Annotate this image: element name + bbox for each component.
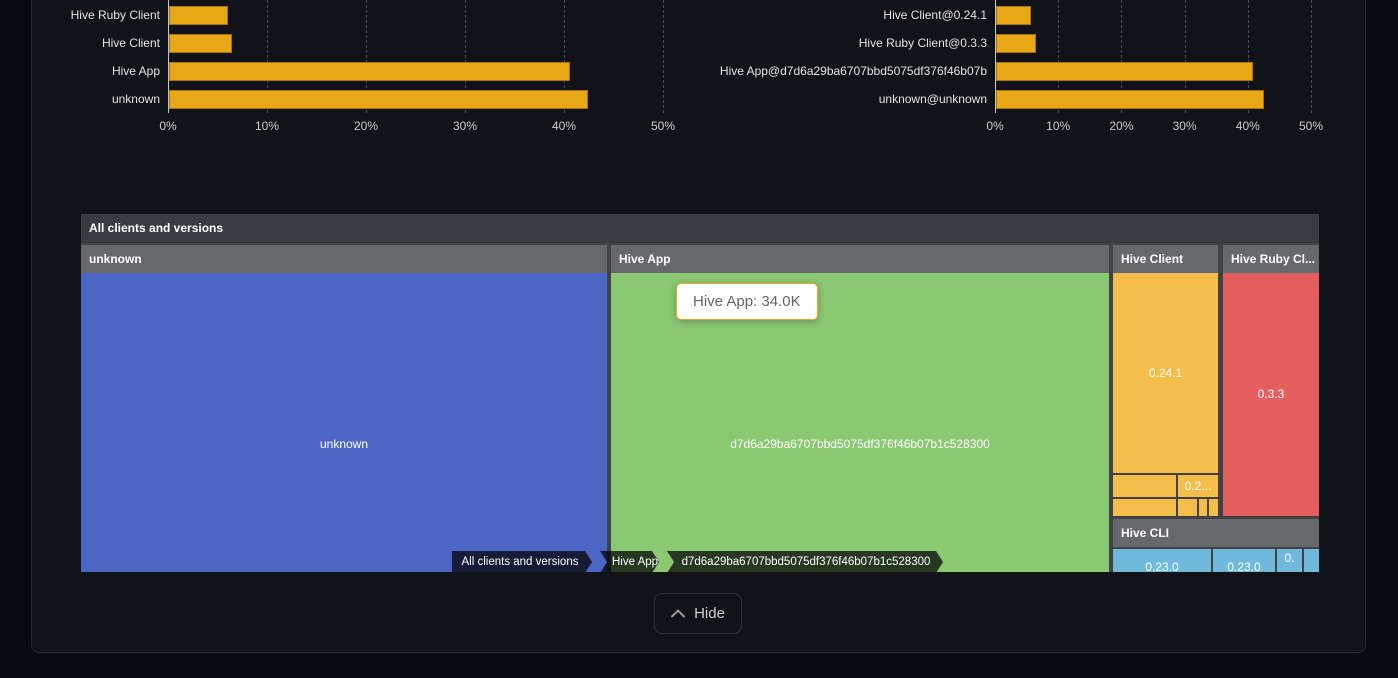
category-label: unknown (111, 92, 160, 106)
treemap-block-label: unknown (319, 437, 369, 451)
bar[interactable] (996, 90, 1264, 109)
hive-client-section-header[interactable]: Hive Client (1113, 245, 1218, 273)
breadcrumb-item[interactable]: Hive App (600, 551, 659, 572)
gridline (1058, 0, 1060, 113)
hive-ruby-client-block-0-3-3[interactable]: 0.3.3 (1223, 273, 1319, 516)
category-label: Hive Ruby Client@0.3.3 (858, 36, 987, 50)
clients-versions-treemap[interactable]: All clients and versions unknown unknown Hi… (81, 214, 1319, 572)
axis-tick-label: 40% (551, 119, 577, 133)
bar[interactable] (996, 34, 1036, 53)
breadcrumb-item[interactable]: All clients and versions (452, 551, 592, 572)
axis-tick-label: 20% (1109, 119, 1134, 133)
hive-cli-block-0-23-0[interactable]: 0.23.0 (1113, 549, 1211, 572)
bar[interactable] (169, 6, 228, 25)
treemap-root-header[interactable]: All clients and versions (81, 214, 1319, 243)
hive-cli-block-0-23-0[interactable]: 0.23.0 (1213, 549, 1275, 572)
hide-button-label: Hide (694, 605, 725, 622)
gridline (1311, 0, 1312, 113)
treemap-block-label: d7d6a29ba6707bbd5075df376f46b07b1c528300 (730, 437, 990, 451)
category-label: unknown@unknown (878, 92, 987, 106)
hive-app-block[interactable]: d7d6a29ba6707bbd5075df376f46b07b1c528300 (611, 273, 1109, 572)
gridline (1184, 0, 1186, 113)
treemap-block-label: 0.23.0 (1145, 560, 1179, 572)
category-label: Hive Ruby Client (70, 8, 160, 22)
gridline (366, 0, 367, 113)
breadcrumb-item[interactable]: d7d6a29ba6707bbd5075df376f46b07b1c528300 (667, 551, 943, 572)
unknown-section-header[interactable]: unknown (81, 245, 607, 273)
hide-button[interactable]: Hide (654, 593, 742, 634)
hive-client-block[interactable] (1209, 499, 1218, 516)
client-versions-share-bar-chart: 0% 10% 20% 30% 40% 50% Hive Client@0.24.1 Hive … (690, 0, 1398, 140)
category-label: Hive App@d7d6a29ba6707bbd5075df376f46b07… (719, 64, 987, 78)
gridline (465, 0, 466, 113)
unknown-block[interactable]: unknown (81, 273, 607, 572)
hive-client-block[interactable] (1178, 499, 1197, 516)
hive-client-block-0-24-1[interactable]: 0.24.1 (1113, 273, 1218, 473)
bar[interactable] (996, 6, 1031, 25)
bar[interactable] (996, 62, 1253, 81)
category-label: Hive Client@0.24.1 (883, 8, 987, 22)
treemap-tooltip: Hive App: 34.0K (676, 283, 818, 320)
treemap-block-label: 0. (1284, 551, 1295, 565)
chevron-up-icon (671, 609, 686, 618)
clients-share-bar-chart: 0% 10% 20% 30% 40% 50% Hive Ruby Client Hive Cl… (0, 0, 700, 140)
gridline (267, 0, 268, 113)
category-label: Hive App (111, 64, 160, 78)
treemap-block-label: 0.23.0 (1227, 560, 1261, 572)
gridline (1247, 0, 1249, 113)
hive-cli-block-0[interactable]: 0. (1277, 549, 1302, 572)
axis-tick-label: 30% (1172, 119, 1197, 133)
hive-client-block[interactable] (1113, 499, 1176, 516)
gridline (564, 0, 565, 113)
hive-client-block[interactable] (1199, 499, 1207, 516)
bar[interactable] (169, 90, 588, 109)
axis-tick-label: 0% (986, 119, 1004, 133)
axis-tick-label: 10% (1046, 119, 1071, 133)
hive-client-block-0-2[interactable]: 0.2... (1178, 475, 1218, 497)
axis-tick-label: 20% (353, 119, 379, 133)
treemap-block-label: 0.24.1 (1148, 366, 1183, 380)
axis-tick-label: 50% (1298, 119, 1324, 133)
gridline (1121, 0, 1123, 113)
axis-tick-label: 40% (1235, 119, 1260, 133)
category-label: Hive Client (101, 36, 160, 50)
axis-tick-label: 50% (650, 119, 676, 133)
axis-tick-label: 30% (452, 119, 478, 133)
axis-tick-label: 0% (159, 119, 177, 133)
hive-cli-block[interactable] (1304, 549, 1319, 572)
treemap-block-label: 0.2... (1184, 479, 1212, 493)
bar[interactable] (169, 62, 570, 81)
treemap-block-label: 0.3.3 (1257, 387, 1285, 401)
bar[interactable] (169, 34, 232, 53)
gridline (663, 0, 664, 113)
hive-client-block[interactable] (1113, 475, 1176, 497)
y-axis-line (168, 0, 169, 113)
hive-ruby-client-section-header[interactable]: Hive Ruby Cl... (1223, 245, 1319, 273)
hive-app-section-header[interactable]: Hive App (611, 245, 1109, 273)
axis-tick-label: 10% (254, 119, 280, 133)
hive-cli-section-header[interactable]: Hive CLI (1113, 519, 1319, 547)
y-axis-line (995, 0, 996, 113)
